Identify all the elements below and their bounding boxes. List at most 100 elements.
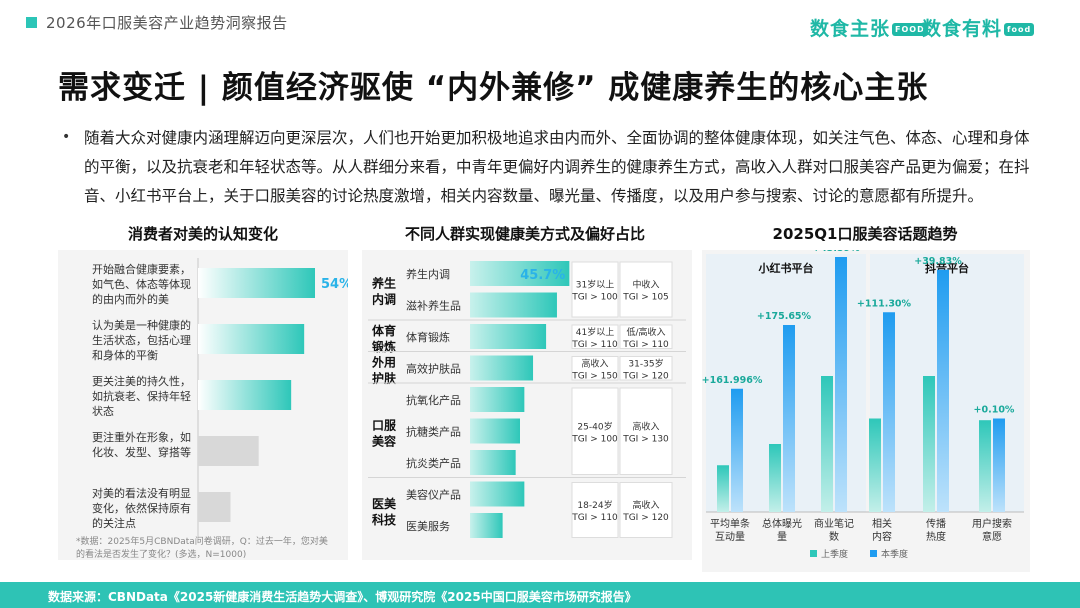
chart3-panel-title-right: 抖音平台 bbox=[925, 261, 969, 275]
chart3-bar-prev bbox=[923, 376, 935, 512]
chart1-title: 消费者对美的认知变化 bbox=[127, 225, 278, 243]
chart2-group-label: 外用 bbox=[372, 354, 396, 369]
chart3-category-label: 热度 bbox=[926, 530, 946, 543]
logo-main-text: 数食主张 bbox=[810, 18, 891, 40]
chart2-item-label: 滋补养生品 bbox=[406, 299, 461, 313]
chart2-tgi-text-b: 低/高收入 bbox=[626, 326, 665, 338]
chart1-category-label: 如气色、体态等体现 bbox=[92, 277, 191, 291]
bullet-paragraph: 随着大众对健康内涵理解迈向更深层次，人们也开始更加积极地追求由内而外、全面协调的… bbox=[84, 129, 1030, 205]
chart1-category-label: 认为美是一种健康的 bbox=[92, 318, 191, 332]
top-bar: 2026年口服美容产业趋势洞察报告 数食主张 FOOD 数食有料 food bbox=[0, 0, 1080, 52]
chart3-bar-curr bbox=[937, 269, 949, 512]
chart2-data-label: 45.7% bbox=[520, 268, 565, 283]
chart3-category-label: 平均单条 bbox=[710, 517, 750, 530]
chart2-tgi-text-b: 31-35岁 bbox=[628, 357, 663, 369]
chart2-bar bbox=[470, 355, 534, 381]
chart2-tgi-box-a bbox=[571, 261, 619, 318]
chart3-legend-swatch-prev bbox=[810, 550, 817, 557]
chart2-tgi-box-b bbox=[619, 387, 673, 475]
chart2-group-label: 护肤 bbox=[372, 370, 397, 385]
chart2-tgi-box-b bbox=[619, 482, 673, 538]
chart1-category-label: 开始融合健康要素， bbox=[92, 262, 191, 276]
chart1-category-label: 的由内而外的美 bbox=[92, 292, 169, 306]
chart3-category-label: 总体曝光 bbox=[762, 517, 802, 530]
chart1-category-label: 和身体的平衡 bbox=[92, 348, 158, 362]
chart3-bar-prev bbox=[769, 444, 781, 512]
chart2-tgi-text-b: TGI > 130 bbox=[622, 434, 669, 444]
chart2-item-label: 体育锻炼 bbox=[406, 330, 450, 344]
chart2-tgi-text-b: 高收入 bbox=[632, 499, 659, 511]
chart2-group-label: 养生 bbox=[371, 276, 396, 291]
chart1-data-label: 54% bbox=[321, 277, 348, 292]
chart3-bar-prev bbox=[717, 465, 729, 512]
chart3-growth-label: +39.83% bbox=[914, 256, 962, 267]
chart2-tgi-box-a bbox=[571, 387, 619, 475]
chart3-growth-label: +43.59% bbox=[812, 250, 860, 254]
chart3-growth-label: +161.996% bbox=[702, 375, 763, 386]
chart3-bar-prev bbox=[821, 376, 833, 512]
chart2-group-label: 体育 bbox=[372, 323, 396, 338]
report-mark-square bbox=[26, 17, 37, 28]
chart2-group-label: 科技 bbox=[372, 512, 397, 527]
survey-footnote: *数据：2025年5月CBNData问卷调研，Q：过去一年，您对美的看法是否发生… bbox=[76, 537, 328, 560]
chart3-bar-curr bbox=[731, 388, 743, 512]
chart2-bar bbox=[470, 418, 520, 444]
chart2-group-label: 医美 bbox=[372, 496, 397, 511]
logo-main-badge: FOOD bbox=[892, 23, 928, 36]
chart3-category-label: 传播 bbox=[926, 517, 946, 530]
chart1-category-label: 对美的看法没有明显 bbox=[92, 486, 191, 500]
chart2-tgi-text-a: TGI > 110 bbox=[571, 340, 618, 350]
chart3-title: 2025Q1口服美容话题趋势 bbox=[772, 225, 958, 243]
page-headline: 需求变迁 | 颜值经济驱使 “内外兼修” 成健康养生的核心主张 bbox=[58, 70, 929, 106]
chart3-bar-curr bbox=[835, 257, 847, 512]
chart3-category-label: 数 bbox=[829, 530, 839, 543]
chart2-group-label: 锻炼 bbox=[372, 339, 396, 354]
chart2-tgi-text-b: TGI > 120 bbox=[622, 371, 669, 381]
chart2-bar bbox=[470, 324, 547, 349]
chart3-legend-swatch-curr bbox=[870, 550, 877, 557]
chart2-tgi-text-b: TGI > 105 bbox=[622, 293, 669, 303]
chart3-bar-curr bbox=[783, 325, 795, 512]
chart3-category-label: 互动量 bbox=[715, 531, 745, 543]
chart3-growth-label: +0.10% bbox=[974, 405, 1015, 416]
chart1-category-label: 变化，依然保持原有 bbox=[92, 501, 191, 515]
chart3-panel-title-left: 小红书平台 bbox=[758, 261, 814, 275]
chart2-bar bbox=[470, 481, 525, 507]
chart2-title: 不同人群实现健康美方式及偏好占比 bbox=[404, 225, 645, 243]
chart1-category-label: 状态 bbox=[92, 404, 114, 418]
chart2-bar bbox=[470, 261, 570, 286]
footer-source: 数据来源：CBNData《2025新健康消费生活趋势大调查》、博观研究院《202… bbox=[48, 590, 637, 604]
chart2-tgi-text-b: TGI > 110 bbox=[622, 340, 669, 350]
chart1-bar bbox=[198, 324, 305, 354]
chart1-category-label: 更关注美的持久性， bbox=[92, 374, 191, 388]
chart3-category-label: 意愿 bbox=[982, 530, 1002, 543]
chart2-item-label: 美容仪产品 bbox=[406, 488, 461, 502]
chart2-panel: 养生 内调 31岁以上 TGI > 100 中收入 TGI > 105 养生内调 45.7% 滋… bbox=[362, 250, 692, 560]
chart1-bar bbox=[198, 492, 231, 522]
chart2-group-label: 内调 bbox=[372, 292, 396, 307]
chart3-growth-label: +111.30% bbox=[857, 298, 912, 309]
chart3-bar-curr bbox=[993, 418, 1005, 512]
footer-bar: 数据来源：CBNData《2025新健康消费生活趋势大调查》、博观研究院《202… bbox=[0, 582, 1080, 608]
chart3-growth-label: +175.65% bbox=[757, 311, 812, 322]
chart2-tgi-text-a: 高收入 bbox=[581, 357, 608, 369]
logo-shushiyouliao: 数食有料 food bbox=[922, 14, 1035, 41]
logo-second-text: 数食有料 bbox=[922, 18, 1003, 40]
chart2-tgi-text-a: TGI > 100 bbox=[571, 293, 618, 303]
chart2-bar bbox=[470, 450, 516, 475]
chart3-bar-prev bbox=[869, 418, 881, 512]
chart2-tgi-text-a: TGI > 100 bbox=[571, 434, 618, 444]
chart3-bar-prev bbox=[979, 420, 991, 512]
chart3-legend-label-curr: 本季度 bbox=[881, 548, 908, 560]
chart1-category-label: 更注重外在形象，如 bbox=[92, 430, 191, 444]
chart1-category-label: 的关注点 bbox=[92, 516, 136, 530]
chart1-category-label: 生活状态，包括心理 bbox=[92, 333, 191, 347]
chart2-tgi-text-a: TGI > 110 bbox=[571, 513, 618, 523]
chart2-item-label: 养生内调 bbox=[406, 267, 450, 281]
chart2-item-label: 抗糖类产品 bbox=[406, 425, 461, 439]
chart2-item-label: 高效护肤品 bbox=[406, 362, 461, 376]
